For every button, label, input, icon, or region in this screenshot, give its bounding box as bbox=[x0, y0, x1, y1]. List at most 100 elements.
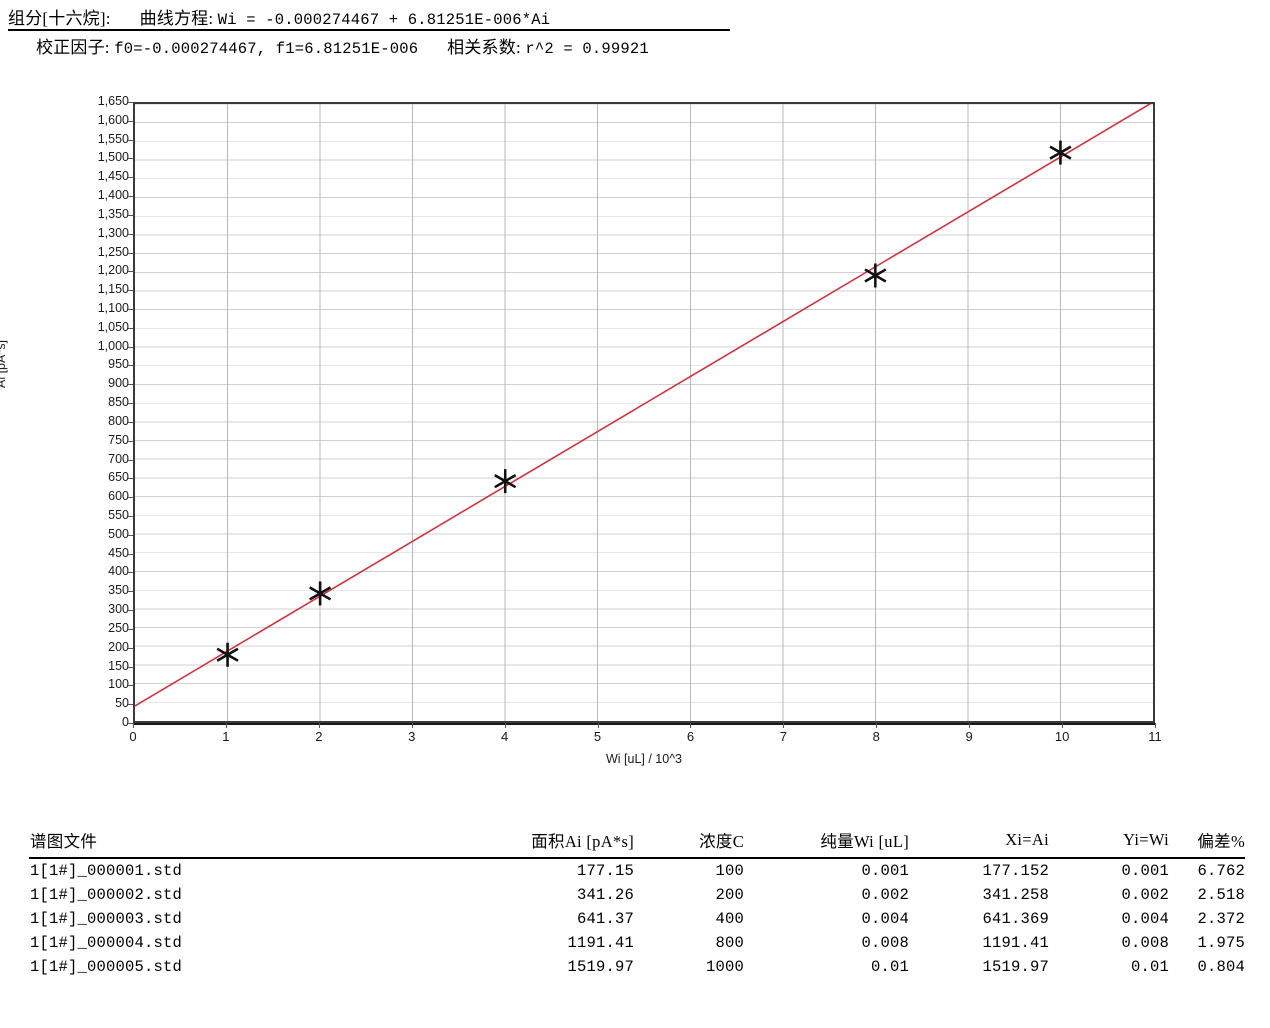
y-tick-label: 800 bbox=[108, 413, 129, 428]
y-tick-label: 1,200 bbox=[97, 263, 129, 278]
factors-label: 校正因子: bbox=[36, 38, 110, 57]
y-tick-mark bbox=[128, 421, 133, 423]
y-tick-label: 1,500 bbox=[97, 150, 129, 165]
y-tick-mark bbox=[128, 327, 133, 329]
column-header-xi: Xi=Ai bbox=[1005, 830, 1049, 849]
x-tick-mark bbox=[1155, 723, 1156, 728]
cell-xi: 1191.41 bbox=[982, 934, 1049, 952]
y-tick-mark bbox=[128, 610, 133, 612]
y-tick-mark bbox=[128, 685, 133, 687]
table-row[interactable]: 1[1#]_000002.std 341.26 200 0.002 341.258 0.0… bbox=[29, 883, 1245, 907]
table-row[interactable]: 1[1#]_000001.std 177.15 100 0.001 177.152 0.0… bbox=[29, 858, 1245, 883]
y-tick-label: 1,250 bbox=[97, 244, 129, 259]
series-layer bbox=[135, 104, 1152, 707]
x-tick-label: 6 bbox=[686, 729, 695, 744]
header-factors-line: 校正因子: f0=-0.000274467, f1=6.81251E-006 相… bbox=[36, 33, 649, 58]
plot-area bbox=[133, 102, 1155, 723]
correlation-text: r^2 = 0.99921 bbox=[525, 40, 649, 58]
column-header-amount: 纯量Wi [uL] bbox=[820, 832, 909, 851]
cell-yi: 0.01 bbox=[1130, 958, 1169, 976]
table-row[interactable]: 1[1#]_000004.std 1191.41 800 0.008 1191.41 0.… bbox=[29, 931, 1245, 955]
fit-line bbox=[135, 104, 1152, 707]
data-point-marker bbox=[1049, 140, 1072, 165]
y-tick-mark bbox=[128, 290, 133, 292]
x-axis-title: Wi [uL] / 10^3 bbox=[605, 752, 683, 766]
y-tick-label: 1,650 bbox=[97, 94, 129, 108]
data-point-marker bbox=[309, 581, 332, 606]
x-tick-label: 5 bbox=[593, 729, 602, 744]
y-tick-label: 1,400 bbox=[97, 188, 129, 203]
table-row[interactable]: 1[1#]_000003.std 641.37 400 0.004 641.369 0.0… bbox=[29, 907, 1245, 931]
column-header-file: 谱图文件 bbox=[30, 832, 98, 851]
y-tick-mark bbox=[128, 120, 133, 122]
y-tick-label: 100 bbox=[108, 677, 129, 692]
x-tick-label: 1 bbox=[222, 729, 230, 744]
y-tick-mark bbox=[128, 158, 133, 160]
cell-area: 641.37 bbox=[576, 910, 634, 928]
x-tick-label: 11 bbox=[1148, 729, 1162, 744]
y-tick-label: 250 bbox=[108, 620, 129, 635]
y-tick-label: 850 bbox=[108, 395, 129, 410]
x-axis-line bbox=[133, 723, 1155, 725]
factors-text: f0=-0.000274467, f1=6.81251E-006 bbox=[114, 40, 419, 58]
results-table: 谱图文件 面积Ai [pA*s] 浓度C 纯量Wi [uL] Xi=Ai Yi=… bbox=[0, 828, 1270, 979]
y-tick-mark bbox=[128, 591, 133, 593]
table-body: 1[1#]_000001.std 177.15 100 0.001 177.152 0.0… bbox=[29, 858, 1245, 979]
grid-lines bbox=[135, 104, 1153, 721]
cell-file: 1[1#]_000001.std bbox=[30, 862, 183, 880]
table-header-row: 谱图文件 面积Ai [pA*s] 浓度C 纯量Wi [uL] Xi=Ai Yi=… bbox=[29, 828, 1245, 858]
cell-deviation: 1.975 bbox=[1197, 934, 1245, 952]
y-tick-mark bbox=[128, 666, 133, 668]
y-tick-mark bbox=[128, 647, 133, 649]
x-tick-label: 3 bbox=[408, 729, 416, 744]
x-tick-label: 2 bbox=[315, 729, 323, 744]
y-tick-mark bbox=[128, 139, 133, 141]
y-tick-label: 50 bbox=[115, 696, 129, 711]
y-tick-mark bbox=[128, 572, 133, 574]
y-tick-label: 400 bbox=[108, 564, 129, 579]
x-tick-mark bbox=[597, 723, 599, 728]
y-tick-mark bbox=[128, 233, 133, 235]
cell-concentration: 400 bbox=[715, 910, 744, 928]
y-tick-mark bbox=[128, 440, 133, 442]
x-tick-label: 9 bbox=[965, 729, 973, 744]
cell-xi: 1519.97 bbox=[982, 958, 1049, 976]
column-header-yi: Yi=Wi bbox=[1123, 830, 1169, 849]
y-tick-mark bbox=[128, 214, 133, 216]
y-tick-mark bbox=[128, 553, 133, 555]
x-tick-mark bbox=[225, 723, 227, 728]
x-tick-mark bbox=[411, 723, 413, 728]
cell-file: 1[1#]_000004.std bbox=[30, 934, 183, 952]
y-tick-label: 1,150 bbox=[97, 282, 129, 297]
cell-area: 177.15 bbox=[576, 862, 634, 880]
column-header-area: 面积Ai [pA*s] bbox=[531, 832, 634, 851]
y-tick-label: 1,300 bbox=[97, 225, 129, 240]
cell-amount: 0.001 bbox=[861, 862, 909, 880]
y-tick-label: 1,000 bbox=[97, 338, 129, 353]
y-tick-mark bbox=[128, 384, 133, 386]
y-tick-mark bbox=[128, 723, 133, 724]
y-tick-label: 1,100 bbox=[97, 301, 129, 315]
component-label: 组分[十六烷]: bbox=[8, 9, 111, 28]
cell-area: 1191.41 bbox=[567, 934, 634, 952]
y-tick-label: 500 bbox=[108, 526, 129, 541]
cell-file: 1[1#]_000003.std bbox=[30, 910, 183, 928]
cell-deviation: 2.518 bbox=[1197, 886, 1245, 904]
y-tick-mark bbox=[128, 478, 133, 480]
cell-amount: 0.008 bbox=[861, 934, 909, 952]
data-point-marker bbox=[216, 642, 239, 667]
y-tick-mark bbox=[128, 403, 133, 405]
y-tick-mark bbox=[128, 196, 133, 198]
x-tick-label: 4 bbox=[501, 729, 509, 744]
data-point-marker bbox=[494, 469, 517, 494]
x-tick-mark bbox=[876, 723, 878, 728]
table-row[interactable]: 1[1#]_000005.std 1519.97 1000 0.01 1519.97 0.… bbox=[29, 955, 1245, 979]
calibration-chart: Ai [pA*s] 0 50 100 150 200 250 300 350 400 450 500… bbox=[0, 88, 1270, 788]
cell-amount: 0.004 bbox=[861, 910, 909, 928]
cell-yi: 0.001 bbox=[1121, 862, 1169, 880]
equation-label: 曲线方程: bbox=[139, 9, 214, 28]
cell-concentration: 100 bbox=[715, 862, 744, 880]
y-tick-label: 650 bbox=[108, 470, 129, 485]
cell-xi: 341.258 bbox=[982, 886, 1049, 904]
x-tick-label: 7 bbox=[779, 729, 787, 744]
